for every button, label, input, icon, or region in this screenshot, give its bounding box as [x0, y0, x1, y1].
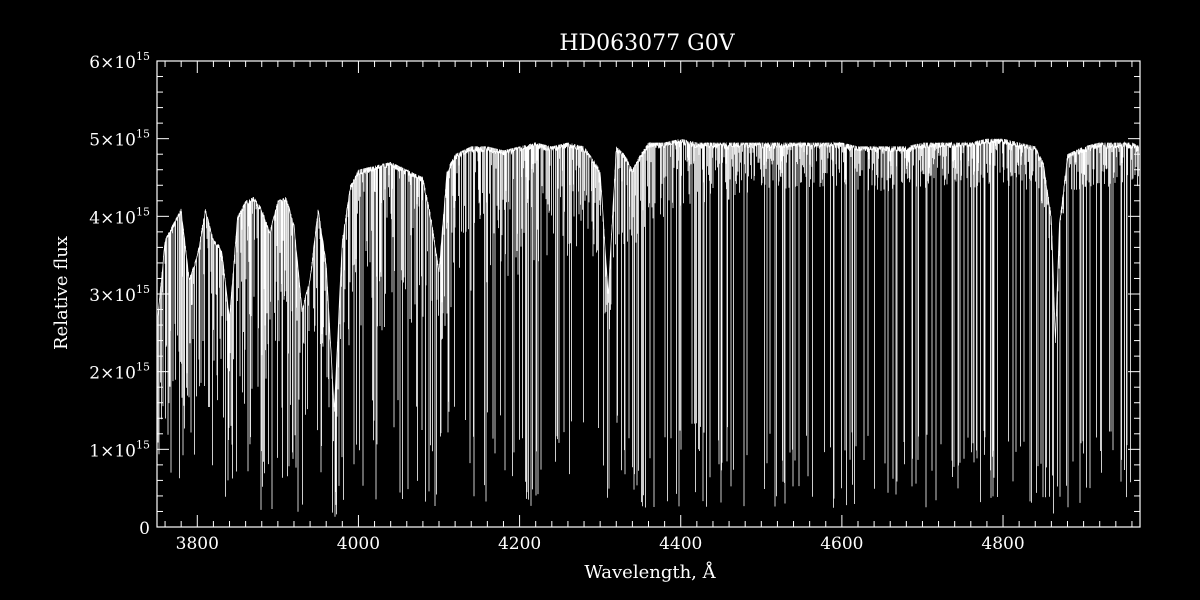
- y-tick-label: 0: [139, 519, 150, 539]
- y-axis-ticks: 0 1×1015 2×1015 3×1015 4×1015 5×1015 6×1015: [89, 50, 1140, 539]
- x-tick-label: 4200: [498, 534, 541, 554]
- x-tick-label: 3800: [176, 534, 219, 554]
- x-tick-label: 4800: [981, 534, 1024, 554]
- x-axis-label: Wavelength, Å: [584, 561, 716, 583]
- x-axis-ticks: 3800 4000 4200 4400 4600 4800: [164, 61, 1133, 554]
- x-tick-label: 4000: [337, 534, 380, 554]
- y-tick-label: 2×1015: [89, 361, 150, 384]
- spectrum-series: [157, 138, 1139, 517]
- chart-title: HD063077 G0V: [559, 31, 735, 56]
- y-tick-label: 6×1015: [89, 50, 150, 73]
- y-tick-label: 1×1015: [89, 438, 150, 461]
- y-tick-label: 4×1015: [89, 205, 150, 228]
- x-tick-label: 4600: [820, 534, 863, 554]
- spectrum-line: [157, 138, 1139, 517]
- y-axis-label: Relative flux: [51, 236, 72, 350]
- y-tick-label: 5×1015: [89, 128, 150, 151]
- x-tick-label: 4400: [659, 534, 702, 554]
- y-tick-label: 3×1015: [89, 283, 150, 306]
